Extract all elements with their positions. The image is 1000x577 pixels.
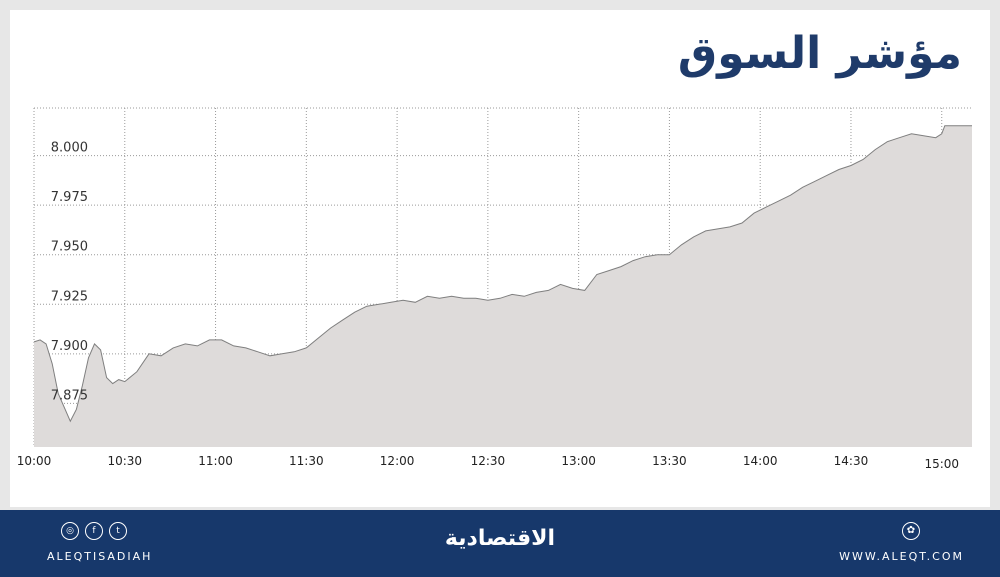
index-line bbox=[33, 125, 972, 423]
y-tick-label: 8.000 bbox=[51, 141, 88, 156]
social-handle[interactable]: ALEQTISADIAH bbox=[47, 550, 153, 563]
instagram-icon[interactable]: ◎ bbox=[61, 522, 79, 540]
x-tick-label: 14:00 bbox=[743, 454, 778, 468]
y-tick-label: 7.975 bbox=[51, 190, 88, 205]
y-axis-labels: 7.875 7.900 7.925 7.950 7.975 8.000 bbox=[51, 141, 88, 404]
market-index-chart: 7.875 7.900 7.925 7.950 7.975 8.000 10:00 10:3… bbox=[17, 107, 972, 471]
globe-icon[interactable]: ✿ bbox=[902, 522, 920, 540]
x-tick-label: 13:30 bbox=[652, 454, 687, 468]
footer-bar: ◎ f t ALEQTISADIAH الاقتصادية ✿ WWW.ALEQ… bbox=[0, 510, 1000, 577]
x-tick-label: 15:00 bbox=[924, 457, 959, 471]
site-url[interactable]: WWW.ALEQT.COM bbox=[839, 550, 964, 563]
page-title: مؤشر السوق bbox=[677, 28, 962, 79]
brand-logo: الاقتصادية bbox=[444, 526, 556, 551]
y-tick-label: 7.900 bbox=[51, 339, 88, 354]
facebook-icon[interactable]: f bbox=[85, 522, 103, 540]
x-tick-label: 13:00 bbox=[561, 454, 596, 468]
x-tick-label: 10:30 bbox=[107, 454, 142, 468]
x-tick-label: 12:30 bbox=[471, 454, 506, 468]
x-tick-label: 12:00 bbox=[380, 454, 415, 468]
x-tick-label: 11:30 bbox=[289, 454, 324, 468]
y-tick-label: 7.925 bbox=[51, 289, 88, 304]
y-tick-label: 7.950 bbox=[51, 240, 88, 255]
x-axis-labels: 10:00 10:30 11:00 11:30 12:00 12:30 13:00 13:30… bbox=[17, 454, 959, 471]
twitter-icon[interactable]: t bbox=[109, 522, 127, 540]
y-tick-label: 7.875 bbox=[51, 388, 88, 403]
x-tick-label: 10:00 bbox=[17, 454, 52, 468]
x-tick-label: 14:30 bbox=[834, 454, 869, 468]
index-area bbox=[34, 125, 972, 448]
x-tick-label: 11:00 bbox=[198, 454, 233, 468]
